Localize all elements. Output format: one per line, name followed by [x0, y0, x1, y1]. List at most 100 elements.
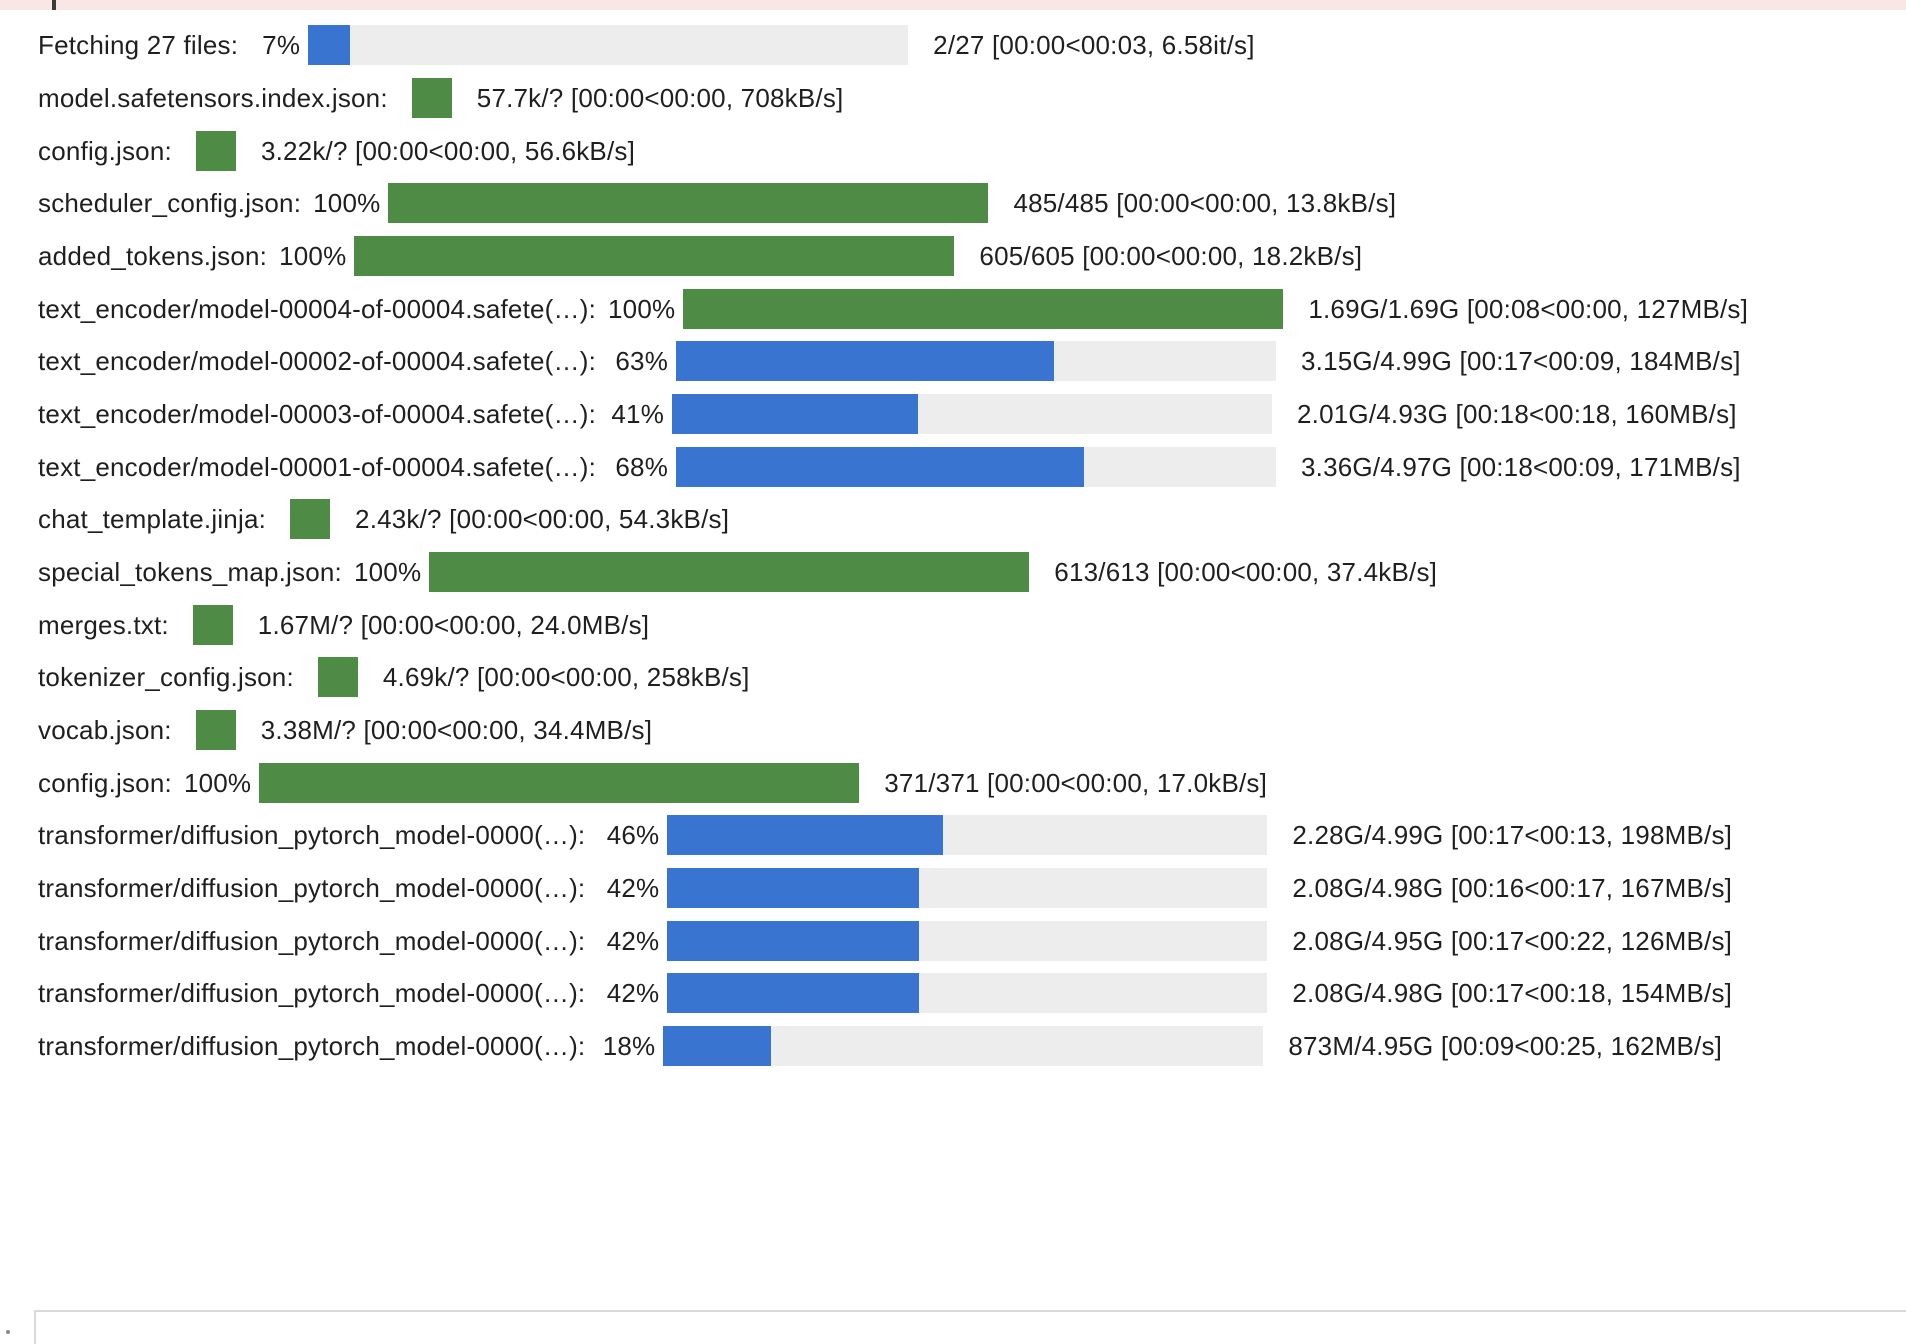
progress-bar-fill [308, 25, 351, 65]
next-cell-input[interactable] [34, 1310, 1906, 1344]
progress-label: model.safetensors.index.json: [38, 82, 388, 113]
progress-stats: 613/613 [00:00<00:00, 37.4kB/s] [1054, 556, 1438, 587]
progress-bar [667, 921, 1268, 961]
progress-stats: 371/371 [00:00<00:00, 17.0kB/s] [884, 767, 1268, 798]
progress-row-special-tokens-map: special_tokens_map.json: 100% 613/613 [0… [38, 552, 1437, 592]
progress-percent: 42% [606, 977, 660, 1008]
banner-marker [52, 0, 56, 10]
progress-bar [354, 236, 955, 276]
progress-row-transformer-shard: transformer/diffusion_pytorch_model-0000… [38, 815, 1732, 855]
progress-label: text_encoder/model-00001-of-00004.safete… [38, 451, 597, 482]
progress-label: tokenizer_config.json: [38, 661, 294, 692]
progress-stats: 605/605 [00:00<00:00, 18.2kB/s] [979, 240, 1363, 271]
progress-label: Fetching 27 files: [38, 29, 239, 60]
progress-indeterminate-block [195, 131, 236, 171]
progress-row-vocab: vocab.json: 3.38M/? [00:00<00:00, 34.4MB… [38, 710, 652, 750]
progress-stats: 2.43k/? [00:00<00:00, 54.3kB/s] [355, 503, 730, 534]
progress-label: chat_template.jinja: [38, 503, 267, 534]
progress-percent: 41% [611, 398, 665, 429]
progress-bar [667, 815, 1268, 855]
progress-label: config.json: [38, 767, 172, 798]
progress-bar [672, 394, 1273, 434]
progress-bar-fill [667, 868, 920, 908]
progress-bar-fill [667, 973, 920, 1013]
progress-percent: 68% [615, 451, 669, 482]
progress-bar-fill [667, 815, 944, 855]
progress-percent: 42% [606, 925, 660, 956]
progress-label: merges.txt: [38, 609, 169, 640]
progress-stats: 57.7k/? [00:00<00:00, 708kB/s] [476, 82, 844, 113]
progress-row-merges: merges.txt: 1.67M/? [00:00<00:00, 24.0MB… [38, 605, 649, 645]
progress-row-scheduler-config: scheduler_config.json: 100% 485/485 [00:… [38, 183, 1396, 223]
progress-label: transformer/diffusion_pytorch_model-0000… [38, 872, 586, 903]
progress-bar [676, 341, 1277, 381]
progress-bar-fill [676, 447, 1085, 487]
progress-bar [259, 763, 860, 803]
progress-stats: 485/485 [00:00<00:00, 13.8kB/s] [1013, 187, 1397, 218]
progress-label: added_tokens.json: [38, 240, 268, 271]
progress-stats: 873M/4.95G [00:09<00:25, 162MB/s] [1288, 1030, 1723, 1061]
progress-label: text_encoder/model-00003-of-00004.safete… [38, 398, 597, 429]
progress-bar-fill [429, 552, 1030, 592]
progress-indeterminate-block [411, 78, 452, 118]
progress-row-transformer-shard: transformer/diffusion_pytorch_model-0000… [38, 921, 1732, 961]
progress-indeterminate-block [290, 499, 331, 539]
progress-percent: 46% [606, 819, 660, 850]
progress-stats: 4.69k/? [00:00<00:00, 258kB/s] [382, 661, 750, 692]
progress-row-transformer-shard: transformer/diffusion_pytorch_model-0000… [38, 973, 1732, 1013]
progress-label: transformer/diffusion_pytorch_model-0000… [38, 977, 586, 1008]
progress-label: vocab.json: [38, 714, 172, 745]
progress-bar-fill [676, 341, 1055, 381]
progress-label: text_encoder/model-00002-of-00004.safete… [38, 345, 597, 376]
progress-bar [308, 25, 909, 65]
progress-bar-fill [663, 1026, 772, 1066]
progress-stats: 3.22k/? [00:00<00:00, 56.6kB/s] [260, 135, 636, 166]
progress-label: text_encoder/model-00004-of-00004.safete… [38, 293, 597, 324]
progress-row-fetching: Fetching 27 files: 7% 2/27 [00:00<00:03,… [38, 25, 1255, 65]
progress-label: transformer/diffusion_pytorch_model-0000… [38, 1030, 586, 1061]
progress-row-text-encoder-3: text_encoder/model-00003-of-00004.safete… [38, 394, 1737, 434]
progress-row-added-tokens: added_tokens.json: 100% 605/605 [00:00<0… [38, 236, 1362, 276]
progress-stats: 3.38M/? [00:00<00:00, 34.4MB/s] [260, 714, 653, 745]
progress-stats: 3.36G/4.97G [00:18<00:09, 171MB/s] [1301, 451, 1741, 482]
progress-bar-fill [354, 236, 955, 276]
cell-gutter-dot [6, 1330, 10, 1334]
progress-percent: 100% [313, 187, 381, 218]
progress-indeterminate-block [192, 605, 233, 645]
progress-label: transformer/diffusion_pytorch_model-0000… [38, 925, 586, 956]
progress-stats: 1.67M/? [00:00<00:00, 24.0MB/s] [257, 609, 650, 640]
progress-bar [388, 183, 989, 223]
progress-percent: 18% [602, 1030, 656, 1061]
progress-row-chat-template: chat_template.jinja: 2.43k/? [00:00<00:0… [38, 499, 729, 539]
progress-label: scheduler_config.json: [38, 187, 302, 218]
progress-stats: 2.08G/4.98G [00:17<00:18, 154MB/s] [1292, 977, 1733, 1008]
progress-label: special_tokens_map.json: [38, 556, 342, 587]
progress-stats: 2.28G/4.99G [00:17<00:13, 198MB/s] [1292, 819, 1733, 850]
cell-output: Fetching 27 files: 7% 2/27 [00:00<00:03,… [0, 10, 1906, 1310]
progress-indeterminate-block [317, 657, 358, 697]
progress-percent: 42% [606, 872, 660, 903]
progress-row-tokenizer-config: tokenizer_config.json: 4.69k/? [00:00<00… [38, 657, 750, 697]
progress-percent: 100% [183, 767, 252, 798]
progress-bar-fill [259, 763, 860, 803]
progress-stats: 3.15G/4.99G [00:17<00:09, 184MB/s] [1301, 345, 1741, 376]
progress-percent: 100% [353, 556, 422, 587]
progress-bar [429, 552, 1030, 592]
progress-stats: 1.69G/1.69G [00:08<00:00, 127MB/s] [1308, 293, 1749, 324]
progress-bar [667, 973, 1268, 1013]
progress-row-text-encoder-1: text_encoder/model-00001-of-00004.safete… [38, 447, 1741, 487]
progress-row-text-encoder-4: text_encoder/model-00004-of-00004.safete… [38, 289, 1748, 329]
progress-indeterminate-block [195, 710, 236, 750]
progress-stats: 2/27 [00:00<00:03, 6.58it/s] [933, 29, 1255, 60]
progress-percent: 100% [279, 240, 347, 271]
progress-bar [683, 289, 1284, 329]
error-output-banner [0, 0, 1906, 10]
progress-bar [667, 868, 1268, 908]
progress-row-config: config.json: 3.22k/? [00:00<00:00, 56.6k… [38, 131, 635, 171]
progress-bar [676, 447, 1277, 487]
progress-percent: 7% [262, 29, 301, 60]
progress-bar-fill [388, 183, 989, 223]
progress-label: transformer/diffusion_pytorch_model-0000… [38, 819, 586, 850]
progress-bar-fill [683, 289, 1284, 329]
progress-row-transformer-shard: transformer/diffusion_pytorch_model-0000… [38, 1026, 1722, 1066]
